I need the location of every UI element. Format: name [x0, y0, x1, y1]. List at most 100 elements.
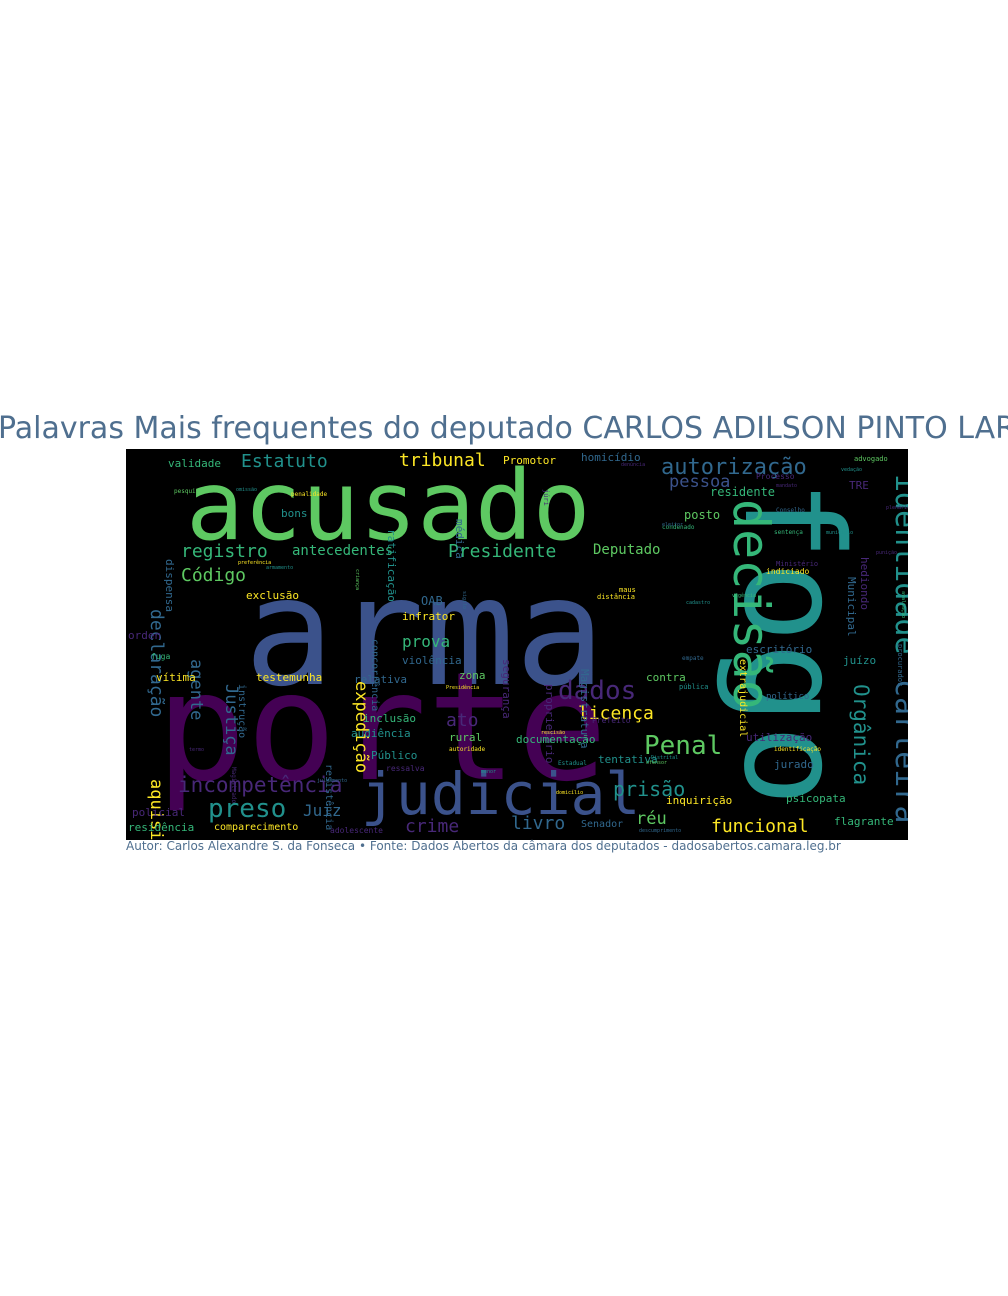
word-1: porte	[156, 641, 608, 815]
word-68: tentativa	[598, 753, 658, 766]
word-74: jurado	[774, 758, 814, 771]
word-13: Presidente	[448, 541, 556, 562]
word-43: bons	[281, 507, 308, 520]
word-15: registro	[181, 541, 268, 562]
word-58: zona	[459, 669, 486, 682]
word-17: declaração	[146, 609, 167, 717]
word-35: réu	[636, 809, 667, 829]
word-30: aquisição	[146, 779, 166, 840]
word-108: eleitor	[662, 522, 683, 528]
word-121: Distrital	[651, 755, 678, 761]
word-86: indiciado	[766, 567, 810, 576]
word-25: crime	[405, 816, 459, 837]
word-23: licença	[578, 703, 654, 724]
word-65: resistência	[323, 764, 335, 830]
word-106: penalidade	[291, 491, 328, 498]
word-78: Senador	[581, 819, 623, 830]
word-11: preso	[208, 794, 286, 824]
word-72: juízo	[843, 654, 876, 667]
word-71: escritório	[746, 643, 812, 656]
word-115: vedação	[841, 467, 862, 473]
word-103: Prefeito	[592, 716, 631, 725]
word-107: pesquisa	[174, 488, 203, 495]
word-24: funcional	[711, 816, 809, 837]
word-126: mandato	[776, 483, 797, 489]
word-117: punição	[876, 550, 897, 556]
word-105: preferência	[238, 559, 271, 566]
word-129: plenário	[886, 504, 908, 511]
word-19: tribunal	[399, 450, 486, 471]
word-70: extrajudicial	[737, 659, 748, 737]
word-80: residência	[128, 821, 194, 834]
word-101: sentença	[774, 529, 803, 536]
word-32: Justiça	[221, 684, 241, 756]
word-63: audiência	[351, 727, 411, 740]
word-64: rural	[449, 731, 482, 744]
word-33: expedição	[351, 681, 371, 773]
word-91: Ministério	[776, 560, 818, 568]
word-98: julgamento	[317, 778, 347, 784]
word-120: Presidência	[446, 684, 479, 691]
word-81: policial	[132, 806, 185, 819]
word-122: ofensor	[646, 760, 667, 766]
word-46: homicídio	[581, 451, 641, 464]
word-85: político	[766, 692, 809, 702]
word-79: comparecimento	[214, 822, 298, 833]
word-38: TRE	[849, 479, 869, 492]
word-cloud-background	[126, 449, 908, 840]
word-16: Código	[181, 565, 246, 586]
word-119: omissão	[236, 487, 257, 493]
word-9: dados	[558, 676, 636, 706]
word-104: Processo	[756, 472, 795, 481]
word-116: armamento	[266, 565, 293, 571]
word-26: livro	[511, 813, 565, 834]
word-109: identificação	[774, 746, 821, 753]
word-75: psicopata	[786, 792, 846, 805]
word-100: Conselho	[776, 507, 805, 514]
word-21: Orgânica	[849, 684, 873, 785]
word-51: infrator	[402, 610, 455, 623]
word-88: procurador	[896, 644, 904, 686]
word-123: termo	[189, 747, 204, 753]
word-41: validade	[168, 457, 221, 470]
word-34: Deputado	[593, 542, 660, 558]
word-94: júri	[542, 489, 550, 506]
word-69: contra	[646, 671, 686, 684]
word-118: rescisão	[541, 730, 565, 736]
word-4: judicial	[361, 760, 640, 828]
word-73: utilização	[746, 731, 812, 744]
word-93: condenado	[662, 524, 695, 531]
word-84: fuga	[151, 652, 170, 661]
word-3: fogo	[713, 479, 871, 807]
word-60: proprietário	[543, 684, 556, 763]
word-48: exclusão	[246, 589, 299, 602]
word-8: autorização	[661, 455, 807, 480]
word-112: menor	[481, 769, 496, 775]
word-44: ratificação	[385, 529, 398, 602]
word-7: carteira	[888, 679, 908, 824]
word-22: prisão	[613, 777, 685, 801]
word-5: decisão	[722, 499, 780, 710]
word-66: Público	[371, 749, 417, 762]
word-6: identidade	[888, 474, 908, 655]
word-10: Penal	[644, 731, 722, 761]
word-113: descumprimento	[639, 828, 681, 834]
word-90: distância	[597, 593, 635, 601]
word-76: flagrante	[834, 815, 894, 828]
word-40: posto	[684, 508, 720, 522]
word-55: testemunha	[256, 671, 322, 684]
word-59: segurança	[500, 659, 513, 719]
word-61: Magistratura	[578, 669, 591, 748]
word-62: inclusão	[363, 712, 416, 725]
word-110: criança	[354, 569, 360, 590]
figure-title: Palavras Mais frequentes do deputado CAR…	[0, 411, 1008, 446]
word-39: residente	[710, 485, 775, 499]
word-82: adolescente	[330, 826, 383, 835]
word-56: relativa	[354, 673, 407, 686]
word-36: Municipal	[845, 577, 858, 637]
word-92: pública	[679, 683, 709, 691]
word-57: violência	[402, 654, 462, 667]
word-99: denúncia	[621, 461, 645, 468]
word-124: cadastro	[686, 600, 710, 606]
